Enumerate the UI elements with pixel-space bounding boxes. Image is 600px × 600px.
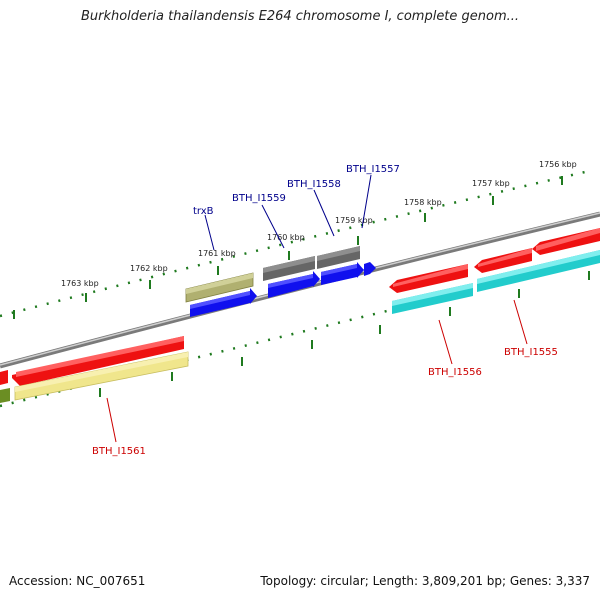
- gene-red-reverse-3[interactable]: [474, 248, 532, 273]
- scale-label-1762: 1762 kbp: [130, 264, 168, 273]
- gene-label-bth_i1558[interactable]: BTH_I1558: [287, 179, 341, 190]
- gene-blue-forward-3[interactable]: [321, 262, 364, 285]
- gene-blue-forward-1[interactable]: [190, 288, 257, 317]
- scale-label-1763: 1763 kbp: [61, 279, 99, 288]
- gene-bth_i1561-paleyellow[interactable]: [14, 351, 189, 401]
- gene-label-bth_i1555[interactable]: BTH_I1555: [504, 347, 558, 358]
- gene-red-reverse-left[interactable]: [0, 370, 8, 385]
- gene-bth_i1559-gray[interactable]: [263, 256, 315, 281]
- outer-major-ticks: [13, 176, 563, 319]
- map-title: Burkholderia thailandensis E264 chromoso…: [80, 9, 520, 24]
- gene-red-reverse-1[interactable]: [12, 336, 184, 386]
- gene-red-reverse-2[interactable]: [389, 264, 468, 293]
- gene-label-bth_i1556[interactable]: BTH_I1556: [428, 367, 482, 378]
- gene-label-bth_i1557[interactable]: BTH_I1557: [346, 164, 400, 175]
- gene-bth_i1558-gray[interactable]: [317, 246, 360, 269]
- inner-major-ticks: [99, 271, 590, 397]
- scale-label-1758: 1758 kbp: [404, 198, 442, 207]
- scale-label-1761: 1761 kbp: [198, 249, 236, 258]
- scale-label-1760: 1760 kbp: [267, 233, 305, 242]
- gene-blue-forward-2[interactable]: [268, 271, 320, 298]
- gene-bth_i1556-cyan[interactable]: [392, 283, 473, 314]
- outer-scale-ring: [0, 170, 586, 318]
- gene-darkolive-left[interactable]: [0, 388, 10, 403]
- gene-label-trxB[interactable]: trxB: [193, 206, 214, 217]
- gene-bth_i1555-cyan[interactable]: [477, 250, 600, 292]
- gene-label-bth_i1559[interactable]: BTH_I1559: [232, 193, 286, 204]
- gene-trxB[interactable]: [185, 272, 254, 303]
- scale-label-1756: 1756 kbp: [539, 160, 577, 169]
- accession-text: Accession: NC_007651: [9, 574, 146, 588]
- gene-red-reverse-4[interactable]: [532, 228, 600, 255]
- gene-bth_i1557-blue[interactable]: [364, 262, 376, 276]
- label-leader-lines: [106, 174, 528, 443]
- scale-label-1757: 1757 kbp: [472, 179, 510, 188]
- genome-summary-text: Topology: circular; Length: 3,809,201 bp…: [260, 574, 590, 588]
- gene-label-bth_i1561[interactable]: BTH_I1561: [92, 446, 146, 457]
- scale-label-1759: 1759 kbp: [335, 216, 373, 225]
